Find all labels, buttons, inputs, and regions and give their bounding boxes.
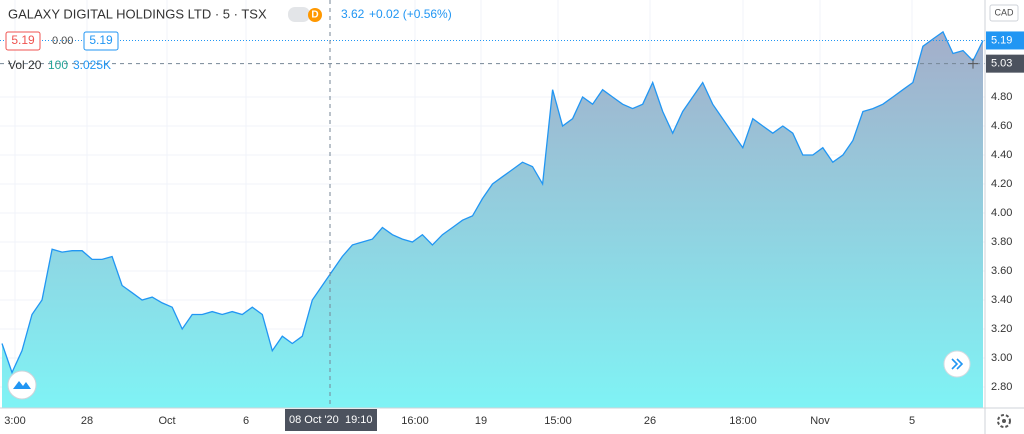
- currency-box[interactable]: [989, 4, 1019, 22]
- spread: 0.00: [52, 35, 73, 47]
- y-tick-label: 4.60: [991, 120, 1012, 132]
- scroll-icon: [951, 358, 964, 370]
- crosshair-date: 08 Oct '20: [289, 414, 339, 426]
- y-tick-label: 3.00: [991, 352, 1012, 364]
- y-tick-label: 4.00: [991, 207, 1012, 219]
- y-tick-label: 3.40: [991, 294, 1012, 306]
- volume-name: Vol 20: [8, 58, 42, 72]
- bid-box[interactable]: [5, 31, 41, 51]
- x-tick-label: 26: [644, 415, 656, 427]
- logo-icon: [13, 381, 31, 389]
- ask: 5.19: [89, 33, 113, 47]
- toggle[interactable]: [288, 7, 310, 22]
- x-tick-label: 28: [81, 415, 93, 427]
- settings[interactable]: [997, 414, 1011, 428]
- y-tick-label: 3.20: [991, 323, 1012, 335]
- last-price-label: 5.19: [991, 34, 1012, 46]
- crosshair-time-tag: [285, 409, 377, 431]
- line: [1, 30, 984, 375]
- crosshair-price-tag: [986, 54, 1024, 73]
- x-tick-label: 18:00: [729, 415, 757, 427]
- y-tick-label: 3.60: [991, 265, 1012, 277]
- y-tick-label: 2.80: [991, 381, 1012, 393]
- y-tick-label: 4.40: [991, 149, 1012, 161]
- change: +0.02 (+0.56%): [369, 7, 452, 21]
- y-tick-label: 4.80: [991, 91, 1012, 103]
- x-tick-label: 5: [909, 415, 915, 427]
- last-price-tag: [986, 31, 1024, 50]
- y-tick-label: 3.80: [991, 236, 1012, 248]
- volume-value: 3.025K: [73, 58, 111, 72]
- currency: CAD: [994, 7, 1014, 17]
- x-tick-label: Nov: [810, 415, 830, 427]
- badge-bg: [308, 8, 322, 22]
- crosshair-price-label: 5.03: [991, 58, 1012, 70]
- x-tick-label: Oct: [158, 415, 175, 427]
- x-tick-label: 19: [475, 415, 487, 427]
- x-tick-label: 15:00: [544, 415, 572, 427]
- volume-length: 100: [48, 58, 68, 72]
- badge: D: [311, 10, 318, 21]
- ask-box[interactable]: [83, 31, 119, 51]
- bid: 5.19: [11, 33, 35, 47]
- x-tick-label: 16:00: [401, 415, 429, 427]
- x-tick-label: 3:00: [4, 415, 25, 427]
- x-tick-label: 6: [243, 415, 249, 427]
- symbol: GALAXY DIGITAL HOLDINGS LTD · 5 · TSX: [8, 6, 267, 21]
- settings-center: [1002, 419, 1006, 423]
- area: [2, 31, 983, 409]
- crosshair-plus: [968, 58, 978, 69]
- crosshair-time: 19:10: [345, 414, 373, 426]
- price: 3.62: [341, 7, 365, 21]
- y-tick-label: 4.20: [991, 178, 1012, 190]
